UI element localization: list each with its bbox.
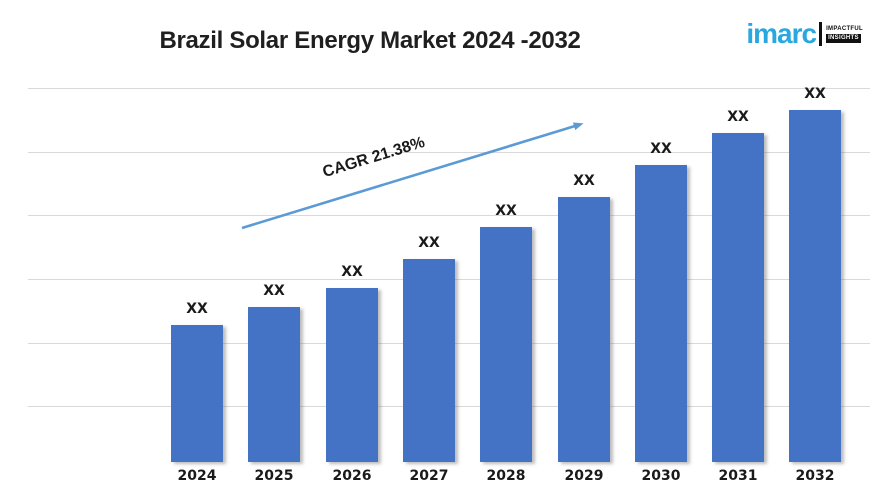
logo-tagline: IMPACTFUL INSIGHTS <box>826 25 863 43</box>
logo-tagline-line1: IMPACTFUL <box>826 26 863 32</box>
bar-2025 <box>248 307 300 462</box>
bar-2032 <box>789 110 841 462</box>
bar-2027 <box>403 259 455 462</box>
bar-2028 <box>480 227 532 462</box>
cagr-annotation: CAGR 21.38% <box>320 133 427 182</box>
imarc-logo: imarc IMPACTFUL INSIGHTS <box>746 20 863 48</box>
gridline-1 <box>28 88 870 89</box>
bar-value-label-2026: XX <box>341 264 363 280</box>
x-axis-label-2032: 2032 <box>795 468 835 484</box>
bar-value-label-2030: XX <box>650 141 672 157</box>
bar-2024 <box>171 325 223 462</box>
x-axis-label-2027: 2027 <box>409 468 449 484</box>
x-axis-label-2024: 2024 <box>177 468 217 484</box>
bar-2026 <box>326 288 378 462</box>
imarc-logo-text: imarc <box>746 18 817 49</box>
bar-value-label-2025: XX <box>263 283 285 299</box>
x-axis-label-2025: 2025 <box>254 468 294 484</box>
bar-2031 <box>712 133 764 462</box>
x-axis-label-2026: 2026 <box>332 468 372 484</box>
bar-value-label-2029: XX <box>573 173 595 189</box>
bar-value-label-2032: XX <box>804 86 826 102</box>
bar-value-label-2028: XX <box>495 203 517 219</box>
x-axis-label-2029: 2029 <box>564 468 604 484</box>
bar-value-label-2027: XX <box>418 235 440 251</box>
bar-value-label-2024: XX <box>186 301 208 317</box>
bar-2030 <box>635 165 687 462</box>
x-axis-label-2028: 2028 <box>486 468 526 484</box>
chart-title: Brazil Solar Energy Market 2024 -2032 <box>159 27 581 54</box>
logo-tagline-line2: INSIGHTS <box>826 34 861 43</box>
bar-value-label-2031: XX <box>727 109 749 125</box>
bar-2029 <box>558 197 610 462</box>
logo-divider-bar <box>819 22 823 46</box>
x-axis-label-2031: 2031 <box>718 468 758 484</box>
x-axis-label-2030: 2030 <box>641 468 681 484</box>
